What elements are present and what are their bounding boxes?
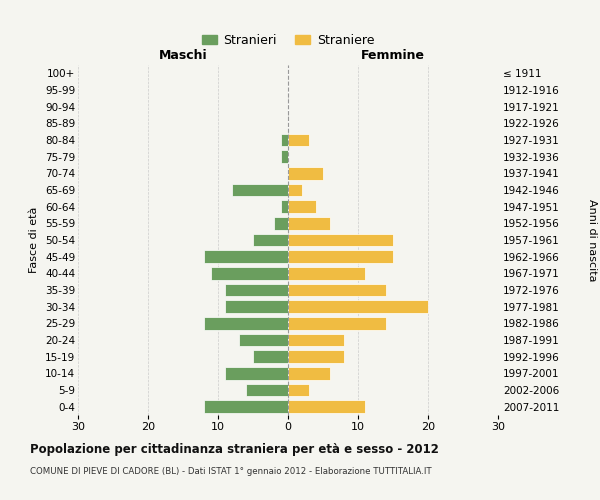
Text: Femmine: Femmine [361, 48, 425, 62]
Bar [288, 350, 344, 363]
Bar [288, 217, 330, 230]
Bar [211, 267, 288, 280]
Bar [288, 200, 316, 213]
Bar [281, 200, 288, 213]
Bar [288, 184, 302, 196]
Text: Popolazione per cittadinanza straniera per età e sesso - 2012: Popolazione per cittadinanza straniera p… [30, 442, 439, 456]
Bar [288, 367, 330, 380]
Bar [225, 300, 288, 313]
Y-axis label: Fasce di età: Fasce di età [29, 207, 40, 273]
Bar [288, 167, 323, 179]
Bar [288, 334, 344, 346]
Bar [239, 334, 288, 346]
Bar [204, 400, 288, 413]
Text: COMUNE DI PIEVE DI CADORE (BL) - Dati ISTAT 1° gennaio 2012 - Elaborazione TUTTI: COMUNE DI PIEVE DI CADORE (BL) - Dati IS… [30, 468, 431, 476]
Bar [288, 134, 309, 146]
Bar [253, 234, 288, 246]
Bar [288, 317, 386, 330]
Bar [288, 384, 309, 396]
Bar [225, 367, 288, 380]
Bar [253, 350, 288, 363]
Bar [288, 284, 386, 296]
Text: Maschi: Maschi [158, 48, 208, 62]
Bar [246, 384, 288, 396]
Bar [288, 267, 365, 280]
Bar [204, 317, 288, 330]
Text: Anni di nascita: Anni di nascita [587, 198, 597, 281]
Bar [281, 150, 288, 163]
Bar [274, 217, 288, 230]
Bar [232, 184, 288, 196]
Bar [288, 234, 393, 246]
Bar [281, 134, 288, 146]
Bar [225, 284, 288, 296]
Bar [288, 250, 393, 263]
Bar [288, 300, 428, 313]
Bar [288, 400, 365, 413]
Legend: Stranieri, Straniere: Stranieri, Straniere [197, 29, 379, 52]
Bar [204, 250, 288, 263]
